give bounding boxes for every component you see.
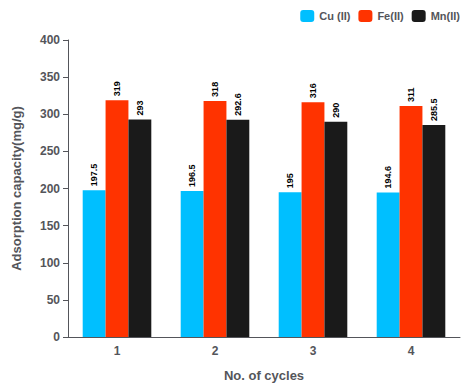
- svg-text:2: 2: [212, 344, 219, 358]
- svg-text:350: 350: [40, 70, 60, 84]
- svg-text:3: 3: [310, 344, 317, 358]
- svg-text:292.6: 292.6: [233, 93, 243, 116]
- svg-text:400: 400: [40, 33, 60, 47]
- svg-text:4: 4: [408, 344, 415, 358]
- svg-text:Cu (II): Cu (II): [319, 10, 350, 22]
- svg-text:196.5: 196.5: [187, 165, 197, 188]
- svg-text:197.5: 197.5: [89, 164, 99, 187]
- svg-text:194.6: 194.6: [383, 166, 393, 189]
- svg-text:100: 100: [40, 256, 60, 270]
- svg-text:No. of cycles: No. of cycles: [224, 368, 304, 383]
- svg-text:316: 316: [308, 83, 318, 98]
- svg-text:0: 0: [53, 330, 60, 344]
- svg-text:250: 250: [40, 144, 60, 158]
- svg-text:150: 150: [40, 219, 60, 233]
- svg-text:Adsorption capacity(mg/g): Adsorption capacity(mg/g): [9, 106, 24, 271]
- svg-text:311: 311: [406, 88, 416, 103]
- svg-text:1: 1: [114, 344, 121, 358]
- svg-text:200: 200: [40, 182, 60, 196]
- svg-text:293: 293: [135, 100, 145, 115]
- svg-text:Mn(II): Mn(II): [431, 10, 461, 22]
- svg-text:Fe(II): Fe(II): [377, 10, 404, 22]
- svg-text:300: 300: [40, 107, 60, 121]
- svg-text:50: 50: [47, 293, 61, 307]
- svg-text:285.5: 285.5: [429, 98, 439, 121]
- svg-text:290: 290: [331, 103, 341, 118]
- svg-text:195: 195: [285, 173, 295, 188]
- svg-text:318: 318: [210, 82, 220, 97]
- svg-text:319: 319: [112, 81, 122, 96]
